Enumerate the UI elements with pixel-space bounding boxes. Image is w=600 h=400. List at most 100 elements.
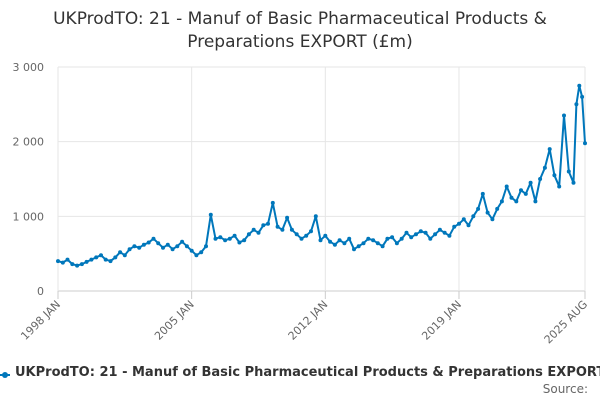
data-point[interactable] [132,244,137,249]
data-point[interactable] [552,173,557,178]
data-point[interactable] [577,83,582,88]
data-point[interactable] [480,191,485,196]
data-point[interactable] [423,230,428,235]
data-point[interactable] [557,184,562,189]
data-point[interactable] [165,242,170,247]
data-point[interactable] [433,232,438,237]
data-point[interactable] [328,239,333,244]
data-point[interactable] [84,259,89,264]
legend[interactable]: UKProdTO: 21 - Manuf of Basic Pharmaceut… [0,364,600,384]
data-point[interactable] [65,257,70,262]
data-point[interactable] [270,200,275,205]
data-point[interactable] [519,188,523,193]
data-point[interactable] [161,245,165,250]
data-point[interactable] [509,195,514,200]
data-point[interactable] [323,233,328,238]
data-point[interactable] [60,260,65,265]
data-point[interactable] [437,227,442,232]
data-point[interactable] [246,232,251,237]
data-point[interactable] [113,255,118,260]
data-point[interactable] [566,169,571,174]
data-point[interactable] [452,224,457,229]
data-point[interactable] [442,230,447,235]
data-point[interactable] [242,238,247,243]
data-point[interactable] [232,233,237,238]
data-point[interactable] [294,232,299,237]
data-point[interactable] [141,242,146,247]
data-point[interactable] [118,250,123,255]
data-point[interactable] [385,236,390,241]
data-point[interactable] [256,230,261,235]
data-point[interactable] [504,184,509,189]
data-point[interactable] [399,236,404,241]
data-point[interactable] [299,236,304,241]
data-point[interactable] [194,253,199,258]
data-point[interactable] [127,247,132,252]
data-point[interactable] [514,199,519,204]
data-point[interactable] [361,241,366,246]
data-point[interactable] [309,229,313,234]
data-point[interactable] [313,214,318,219]
data-point[interactable] [89,257,94,262]
data-point[interactable] [180,239,185,244]
data-point[interactable] [75,263,80,268]
data-point[interactable] [204,244,208,249]
data-point[interactable] [280,227,285,232]
data-point[interactable] [409,235,414,240]
data-point[interactable] [380,244,385,249]
data-point[interactable] [574,102,579,107]
data-point[interactable] [471,214,476,219]
data-point[interactable] [476,206,481,211]
data-point[interactable] [122,253,127,258]
data-point[interactable] [266,221,270,226]
data-point[interactable] [227,236,232,241]
data-point[interactable] [94,255,99,260]
data-point[interactable] [261,223,266,228]
data-point[interactable] [490,217,495,222]
data-point[interactable] [108,259,113,264]
data-point[interactable] [337,238,342,243]
data-point[interactable] [342,241,347,246]
data-point[interactable] [499,199,504,204]
data-point[interactable] [533,199,538,204]
data-point[interactable] [184,244,189,249]
data-point[interactable] [528,180,533,185]
data-point[interactable] [199,250,204,255]
data-point[interactable] [414,232,418,237]
data-point[interactable] [332,242,337,247]
data-point[interactable] [375,241,380,246]
data-point[interactable] [285,215,290,220]
data-point[interactable] [218,235,223,240]
data-point[interactable] [137,245,142,250]
data-point[interactable] [79,262,84,267]
data-point[interactable] [542,165,547,170]
data-point[interactable] [352,247,356,252]
data-point[interactable] [457,221,461,226]
data-point[interactable] [461,217,466,222]
data-point[interactable] [156,241,161,246]
data-point[interactable] [103,257,108,262]
data-point[interactable] [366,236,371,241]
data-point[interactable] [289,227,294,232]
data-point[interactable] [170,247,175,252]
data-point[interactable] [151,236,156,241]
data-point[interactable] [70,262,75,267]
data-point[interactable] [538,177,543,181]
data-point[interactable] [418,229,423,234]
data-point[interactable] [404,230,409,235]
data-point[interactable] [583,141,587,146]
data-point[interactable] [495,206,500,211]
data-point[interactable] [571,180,576,185]
data-point[interactable] [428,236,433,241]
data-point[interactable] [208,212,213,217]
data-point[interactable] [318,238,323,243]
data-point[interactable] [99,253,103,258]
data-point[interactable] [213,236,218,241]
data-point[interactable] [189,248,194,253]
data-point[interactable] [371,238,376,243]
data-point[interactable] [251,227,256,232]
data-point[interactable] [237,240,242,245]
data-point[interactable] [547,147,552,152]
data-point[interactable] [523,191,528,196]
data-point[interactable] [580,94,585,99]
